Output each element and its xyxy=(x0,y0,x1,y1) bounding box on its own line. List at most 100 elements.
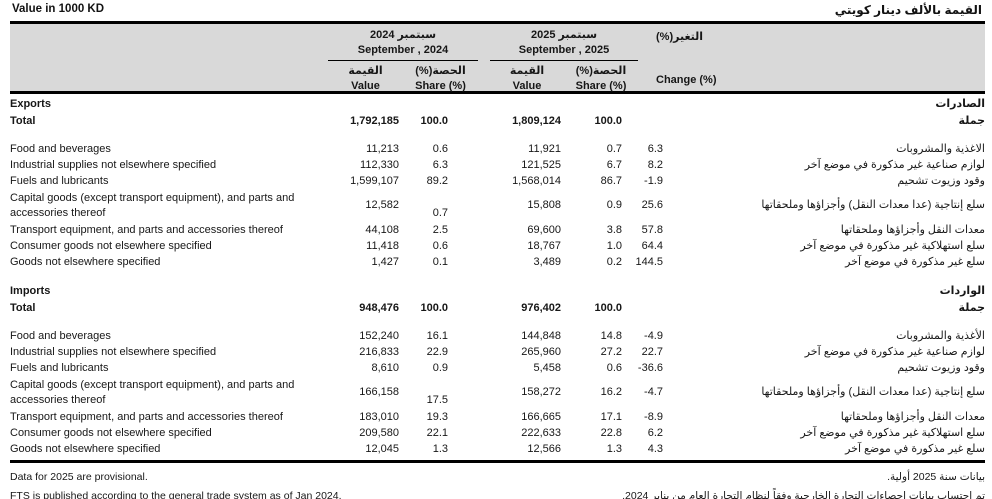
cell-value-2025: 1,809,124 xyxy=(512,115,561,127)
row-label-ar: جملة xyxy=(958,115,985,127)
row-label-en: Goods not elsewhere specified xyxy=(10,442,161,455)
row-label-ar: الصادرات xyxy=(935,98,985,110)
row-label-ar: الأغذية والمشروبات xyxy=(896,329,985,342)
row-spacer xyxy=(10,130,985,141)
value-label-ar: القيمة xyxy=(509,65,545,77)
table-row: Capital goods (except transport equipmen… xyxy=(10,376,985,409)
cell-change: -36.6 xyxy=(637,361,663,374)
cell-value-2025: 3,489 xyxy=(533,255,561,268)
table-row: Industrial supplies not elsewhere specif… xyxy=(10,157,985,173)
row-label-ar: الواردات xyxy=(939,285,985,297)
row-label-en: Industrial supplies not elsewhere specif… xyxy=(10,158,217,171)
table-row: Goods not elsewhere specified 1,427 0.1 … xyxy=(10,254,985,270)
cell-share-2025: 16.2 xyxy=(600,386,622,398)
cell-share-2024: 17.5 xyxy=(426,394,448,406)
cell-value-2025: 144,848 xyxy=(521,329,561,342)
cell-share-2024: 0.1 xyxy=(432,255,448,268)
cell-share-2025: 0.9 xyxy=(606,199,622,211)
cell-change: 57.8 xyxy=(641,223,663,236)
row-label-en: Total xyxy=(10,302,36,314)
cell-value-2025: 976,402 xyxy=(521,302,561,314)
cell-share-2024: 19.3 xyxy=(426,410,448,423)
cell-share-2024: 1.3 xyxy=(432,442,448,455)
cell-value-2025: 166,665 xyxy=(521,410,561,423)
cell-share-2025: 86.7 xyxy=(600,174,622,187)
footnotes-en: Data for 2025 are provisional. FTS is pu… xyxy=(10,468,342,499)
row-label-en: Industrial supplies not elsewhere specif… xyxy=(10,345,217,358)
row-label-ar: وقود وزيوت تشحيم xyxy=(897,361,985,374)
table-row: Industrial supplies not elsewhere specif… xyxy=(10,344,985,360)
row-label-ar: لوازم صناعية غير مذكورة في موضع آخر xyxy=(804,345,985,358)
table-header: سبتمبر 2024 September , 2024 القيمة Valu… xyxy=(10,21,985,94)
footnote-provisional-ar: بيانات سنة 2025 أولية. xyxy=(887,471,985,483)
row-label-en: Fuels and lubricants xyxy=(10,361,109,374)
change-label-en: Change (%) xyxy=(656,74,717,86)
row-label-en: Goods not elsewhere specified xyxy=(10,255,161,268)
cell-value-2024: 209,580 xyxy=(359,426,399,439)
footnote-trade-system-ar: تم احتساب بيانات إحصاءات التجارة الخارجي… xyxy=(622,490,985,499)
value-label-ar: القيمة xyxy=(348,65,383,77)
table-row: Food and beverages 11,213 0.6 11,921 0.7… xyxy=(10,141,985,157)
row-label-en: Consumer goods not elsewhere specified xyxy=(10,426,212,439)
header-group-gap xyxy=(478,28,490,94)
cell-change: 144.5 xyxy=(635,255,663,268)
group-title-2024: سبتمبر 2024 September , 2024 xyxy=(328,28,478,61)
cell-change: -4.7 xyxy=(644,386,663,398)
row-label-ar: سلع إنتاجية (عدا معدات النقل) وأجزاؤها و… xyxy=(761,386,985,398)
cell-change: 64.4 xyxy=(641,239,663,252)
column-header-change: التغير(%) Change (%) xyxy=(638,28,738,94)
cell-share-2024: 6.3 xyxy=(432,158,448,171)
cell-share-2025: 0.6 xyxy=(606,361,622,374)
value-label-en: Value xyxy=(351,80,380,92)
cell-value-2024: 1,599,107 xyxy=(350,174,399,187)
cell-value-2025: 18,767 xyxy=(527,239,561,252)
share-label-ar: الحصة(%) xyxy=(575,65,627,77)
page-title-en: Value in 1000 KD xyxy=(12,3,105,15)
page-title-ar: القيمة بالألف دينار كويتي xyxy=(834,3,982,17)
cell-value-2024: 12,045 xyxy=(365,442,399,455)
cell-share-2024: 89.2 xyxy=(426,174,448,187)
cell-value-2025: 5,458 xyxy=(533,361,561,374)
cell-share-2024: 16.1 xyxy=(426,329,448,342)
cell-share-2024: 22.9 xyxy=(426,345,448,358)
cell-change: -1.9 xyxy=(644,174,663,187)
cell-change: 6.2 xyxy=(647,426,663,439)
cell-change: 25.6 xyxy=(641,199,663,211)
footnote-provisional-en: Data for 2025 are provisional. xyxy=(10,471,148,483)
row-label-ar: سلع إنتاجية (عدا معدات النقل) وأجزاؤها و… xyxy=(761,199,985,211)
row-label-en: Food and beverages xyxy=(10,142,111,155)
titlebar: Value in 1000 KD القيمة بالألف دينار كوي… xyxy=(0,0,992,21)
table-row: Consumer goods not elsewhere specified 2… xyxy=(10,425,985,441)
table-row: Transport equipment, and parts and acces… xyxy=(10,222,985,238)
cell-value-2025: 15,808 xyxy=(527,199,561,211)
group-title-2025-ar: سبتمبر 2025 xyxy=(530,29,598,41)
table-row: Food and beverages 152,240 16.1 144,848 … xyxy=(10,328,985,344)
cell-change: 6.3 xyxy=(647,142,663,155)
total-row: Total 948,476 100.0 976,402 100.0 جملة xyxy=(10,300,985,317)
subcolumns-2025: القيمة Value الحصة(%) Share (%) xyxy=(490,61,638,94)
footnotes-ar: بيانات سنة 2025 أولية. تم احتساب بيانات … xyxy=(622,468,985,499)
cell-value-2024: 1,792,185 xyxy=(350,115,399,127)
cell-value-2024: 11,213 xyxy=(366,142,399,155)
cell-share-2025: 0.7 xyxy=(606,142,622,155)
cell-share-2025: 3.8 xyxy=(606,223,622,236)
cell-value-2025: 1,568,014 xyxy=(512,174,561,187)
cell-share-2025: 6.7 xyxy=(606,158,622,171)
row-label-ar: معدات النقل وأجزاؤها وملحقاتها xyxy=(840,410,985,423)
change-label-ar: التغير(%) xyxy=(656,31,704,43)
column-header-value-2025: القيمة Value xyxy=(490,64,564,94)
cell-value-2024: 152,240 xyxy=(359,329,399,342)
total-row: Total 1,792,185 100.0 1,809,124 100.0 جم… xyxy=(10,113,985,130)
subcolumns-2024: القيمة Value الحصة(%) Share (%) xyxy=(328,61,478,94)
cell-share-2024: 0.6 xyxy=(432,239,448,252)
row-label-ar: سلع استهلاكية غير مذكورة في موضع آخر xyxy=(800,239,985,252)
group-title-2025: سبتمبر 2025 September , 2025 xyxy=(490,28,638,61)
cell-value-2024: 11,418 xyxy=(366,239,399,252)
row-label-ar: معدات النقل وأجزاؤها وملحقاتها xyxy=(840,223,985,236)
cell-value-2025: 222,633 xyxy=(521,426,561,439)
row-label-en: Capital goods (except transport equipmen… xyxy=(10,191,295,219)
cell-value-2025: 265,960 xyxy=(521,345,561,358)
header-description-spacer xyxy=(10,28,328,94)
table-row: Capital goods (except transport equipmen… xyxy=(10,189,985,222)
